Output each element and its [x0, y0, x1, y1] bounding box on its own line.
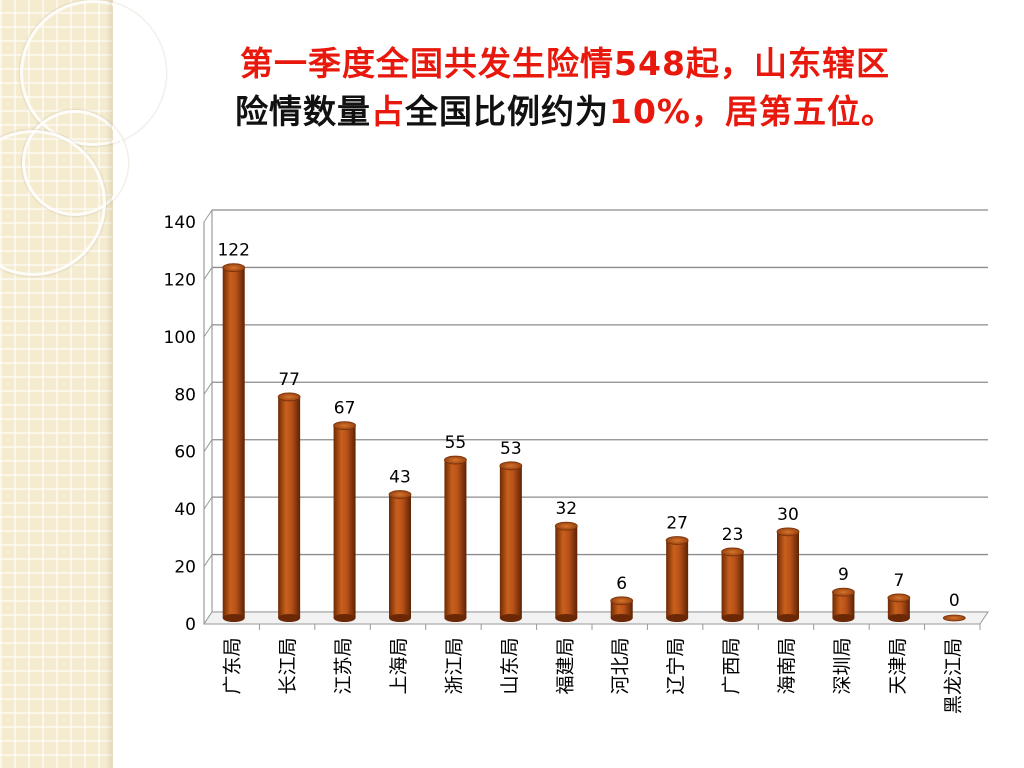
x-category-label: 广西局: [721, 637, 743, 694]
gridline-depth: [203, 382, 213, 395]
y-tick-label: 60: [174, 443, 196, 463]
x-category-label: 山东局: [499, 637, 521, 694]
gridline-depth: [203, 439, 213, 452]
title-line2-segment: 比例约为: [473, 92, 609, 131]
title-line1-segment: 山东辖区: [753, 44, 890, 83]
bar-base: [721, 614, 744, 622]
bar-base: [777, 614, 799, 622]
data-label: 32: [555, 499, 577, 519]
left-decorative-panel: [0, 0, 166, 768]
bar: [610, 600, 633, 618]
x-category-label: 海南局: [776, 637, 798, 694]
gridline-depth: [203, 554, 213, 567]
title-line-1: 第一季度全国共发生险情548起，山东辖区: [150, 40, 980, 88]
bar-base: [555, 614, 578, 622]
y-tick-label: 40: [174, 500, 196, 520]
bar-base: [610, 614, 633, 622]
data-label: 30: [777, 505, 799, 525]
bar-cap: [776, 527, 800, 537]
data-label: 67: [334, 399, 356, 419]
y-tick-label: 100: [164, 328, 196, 348]
data-label: 55: [445, 433, 467, 453]
bar-base: [389, 614, 411, 622]
bar: [333, 425, 356, 618]
bar-base: [887, 614, 910, 622]
bar-cap: [665, 536, 689, 545]
x-category-label: 广东局: [222, 637, 244, 694]
bar: [887, 597, 910, 618]
data-label: 43: [389, 468, 411, 488]
bar-base: [666, 614, 689, 622]
bar: [222, 267, 245, 618]
bar: [444, 460, 467, 618]
y-tick-label: 120: [164, 270, 196, 290]
title-line2-segment: 全国: [405, 92, 473, 131]
bar-base: [333, 614, 356, 622]
bar-cap: [444, 455, 467, 465]
data-label: 7: [893, 571, 904, 591]
y-tick-label: 0: [185, 615, 196, 635]
bar-base: [222, 614, 245, 622]
bar-cap: [610, 596, 634, 606]
x-category-label: 天津局: [887, 637, 909, 694]
bar-cap: [277, 392, 301, 402]
title-line1-segment: 第一季度全国共发生险情548起，: [240, 44, 754, 83]
bar-cap: [887, 593, 911, 603]
title-line-2: 险情数量占全国比例约为10%，居第五位。: [150, 88, 980, 136]
gridline-depth: [203, 267, 213, 280]
bar-base: [832, 614, 855, 622]
bar-base: [278, 614, 301, 622]
title-line2-segment: 占: [371, 92, 405, 131]
gridline-depth: [203, 209, 213, 223]
x-category-label: 黑龙江局: [942, 638, 964, 714]
bar: [499, 465, 522, 618]
bar-cap: [222, 263, 246, 273]
bar-cap: [388, 490, 412, 499]
data-label: 122: [217, 241, 249, 261]
x-category-label: 河北局: [610, 637, 632, 694]
bar: [777, 531, 799, 618]
bar-cap: [554, 521, 578, 531]
bar: [721, 551, 744, 618]
data-label: 0: [949, 591, 960, 611]
bar: [389, 494, 411, 618]
x-category-label: 浙江局: [443, 637, 465, 694]
data-label: 9: [838, 565, 849, 585]
y-tick-label: 20: [174, 558, 196, 578]
title-line2-segment: 10%，居第五位。: [609, 92, 895, 131]
gridline-depth: [203, 496, 213, 510]
bar-base: [499, 614, 522, 622]
gridline-depth: [203, 324, 213, 338]
x-category-label: 福建局: [554, 637, 576, 694]
data-label: 6: [616, 574, 627, 594]
x-category-label: 长江局: [277, 637, 299, 694]
x-category-label: 深圳局: [831, 637, 853, 694]
slide-title: 第一季度全国共发生险情548起，山东辖区 险情数量占全国比例约为10%，居第五位…: [150, 40, 980, 136]
bar: [278, 396, 301, 618]
bar: [832, 592, 855, 618]
data-label: 27: [666, 513, 688, 533]
data-label: 53: [500, 439, 522, 459]
chart-floor: [203, 611, 989, 625]
bar: [942, 614, 966, 622]
bar: [666, 540, 689, 618]
title-line2-segment: 险情数量: [235, 92, 371, 131]
bar-base: [444, 614, 467, 622]
x-category-label: 江苏局: [333, 637, 355, 694]
x-category-label: 上海局: [388, 637, 410, 694]
bar-cap: [832, 587, 855, 597]
bar-cap: [333, 421, 356, 431]
y-tick-label: 80: [174, 385, 196, 405]
y-tick-label: 140: [164, 213, 196, 233]
data-label: 77: [278, 370, 300, 390]
bar-cap: [499, 461, 523, 471]
bar: [555, 526, 578, 618]
data-label: 23: [722, 525, 744, 545]
bar-cap: [721, 547, 744, 557]
x-category-label: 辽宁局: [665, 637, 687, 694]
